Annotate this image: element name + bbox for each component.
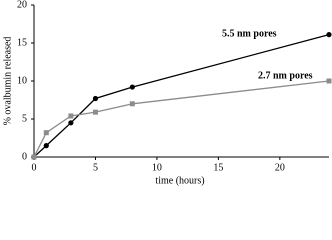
point <box>68 120 74 126</box>
point <box>129 84 135 90</box>
chart: time (hours) % ovalbumin released 0 5 10 15… <box>2 0 332 186</box>
y-tick-label: 15 <box>17 37 27 48</box>
point <box>31 154 37 160</box>
series-label: 2.7 nm pores <box>258 70 313 81</box>
x-tick-label: 15 <box>213 162 223 173</box>
point <box>92 109 98 115</box>
y-tick-label: 0 <box>22 151 27 162</box>
point <box>92 95 99 102</box>
point <box>326 78 332 84</box>
x-tick-label: 5 <box>93 162 98 173</box>
x-tick-label: 0 <box>32 162 37 173</box>
y-axis-label: % ovalbumin released <box>2 37 13 126</box>
point <box>129 101 135 107</box>
point <box>326 32 332 38</box>
y-tick-label: 20 <box>17 0 27 10</box>
point <box>68 113 74 119</box>
x-axis-label: time (hours) <box>155 175 204 186</box>
x-tick-label: 20 <box>275 162 285 173</box>
point <box>43 130 49 136</box>
series-line <box>33 80 330 158</box>
x-tick-label: 10 <box>152 162 162 173</box>
y-tick-label: 5 <box>22 113 27 124</box>
y-tick-label: 10 <box>17 75 27 86</box>
series-line <box>33 34 330 158</box>
point <box>43 143 49 149</box>
series-label: 5.5 nm pores <box>222 28 277 39</box>
